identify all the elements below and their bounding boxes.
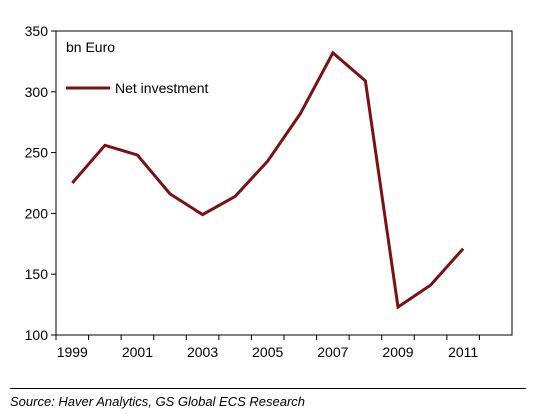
y-tick-label: 150 [25, 266, 49, 282]
unit-label: bn Euro [66, 39, 115, 55]
y-tick-label: 200 [25, 205, 49, 221]
x-tick-label: 2011 [448, 344, 478, 360]
y-tick-label: 100 [25, 327, 49, 343]
x-axis: 1999 2001 2003 2005 2007 2009 2011 [55, 335, 480, 360]
source-divider [10, 388, 526, 389]
x-tick-label: 2001 [122, 344, 153, 360]
y-tick-label: 250 [25, 145, 49, 161]
plot-area [55, 30, 513, 336]
x-tick-label: 2005 [252, 344, 283, 360]
y-axis: 100 150 200 250 300 350 [25, 23, 56, 343]
x-tick-label: 2009 [382, 344, 413, 360]
series-layer [71, 50, 465, 310]
y-tick-label: 350 [25, 23, 49, 39]
y-tick-label: 300 [25, 84, 49, 100]
series-line-net-investment [71, 50, 465, 310]
legend: Net investment [66, 80, 208, 96]
legend-label: Net investment [115, 80, 208, 96]
x-tick-label: 2003 [187, 344, 218, 360]
x-tick-label: 1999 [57, 344, 88, 360]
x-tick-label: 2007 [317, 344, 348, 360]
chart: 100 150 200 250 300 350 1999 2001 2003 2005 2007 2… [25, 23, 513, 360]
source-note: Source: Haver Analytics, GS Global ECS R… [10, 394, 306, 409]
